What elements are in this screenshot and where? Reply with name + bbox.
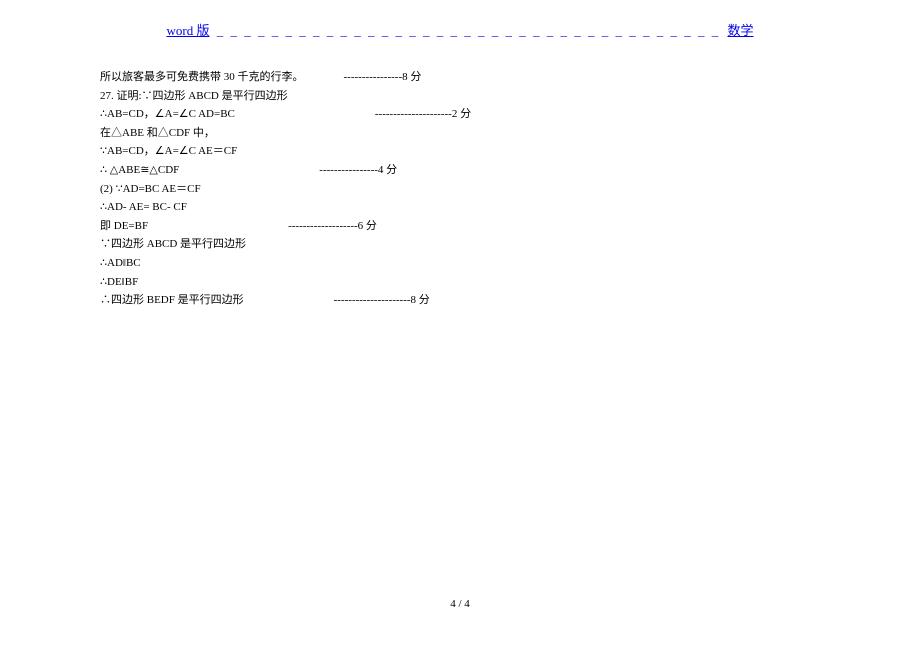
proof-text: ∴四边形 BEDF 是平行四边形 (100, 292, 244, 310)
score-marker: ----------------8 分 (344, 69, 422, 87)
proof-text: 27. 证明:∵四边形 ABCD 是平行四边形 (100, 88, 288, 106)
text-line: ∴AB=CD，∠A=∠C AD=BC ---------------------2… (100, 106, 820, 124)
text-line: ∵AB=CD，∠A=∠C AE＝CF (100, 143, 820, 161)
text-line: ∴AD‖BC (100, 255, 820, 273)
text-line: (2) ∵AD=BC AE＝CF (100, 181, 820, 199)
proof-text: ∴AD‖BC (100, 255, 141, 273)
proof-text: 所以旅客最多可免费携带 30 千克的行李。 (100, 69, 304, 87)
score-marker: ----------------4 分 (319, 162, 397, 180)
text-line: 即 DE=BF -------------------6 分 (100, 218, 820, 236)
text-line: ∴ △ABE≅△CDF ----------------4 分 (100, 162, 820, 180)
proof-text: ∵四边形 ABCD 是平行四边形 (100, 236, 246, 254)
proof-text: ∴AD- AE= BC- CF (100, 199, 187, 217)
score-marker: -------------------6 分 (288, 218, 377, 236)
document-body: 所以旅客最多可免费携带 30 千克的行李。 ----------------8 分… (0, 49, 920, 310)
page-number: 4 / 4 (450, 598, 470, 610)
proof-text: (2) ∵AD=BC AE＝CF (100, 181, 201, 199)
text-line: ∵四边形 ABCD 是平行四边形 (100, 236, 820, 254)
header-link-left[interactable]: word 版 (167, 23, 210, 38)
page-header: word 版 _ _ _ _ _ _ _ _ _ _ _ _ _ _ _ _ _… (0, 0, 920, 49)
proof-text: 即 DE=BF (100, 218, 148, 236)
header-link-right[interactable]: 数学 (727, 23, 753, 38)
text-line: ∴AD- AE= BC- CF (100, 199, 820, 217)
text-line: 在△ABE 和△CDF 中， (100, 125, 820, 143)
proof-text: ∴DE‖BF (100, 274, 138, 292)
text-line: ∴四边形 BEDF 是平行四边形 ---------------------8 分 (100, 292, 820, 310)
proof-text: ∴AB=CD，∠A=∠C AD=BC (100, 106, 235, 124)
score-marker: ---------------------2 分 (375, 106, 471, 124)
proof-text: ∴ △ABE≅△CDF (100, 162, 179, 180)
header-dashes: _ _ _ _ _ _ _ _ _ _ _ _ _ _ _ _ _ _ _ _ … (217, 23, 721, 38)
proof-text: ∵AB=CD，∠A=∠C AE＝CF (100, 143, 237, 161)
text-line: 所以旅客最多可免费携带 30 千克的行李。 ----------------8 分 (100, 69, 820, 87)
proof-text: 在△ABE 和△CDF 中， (100, 125, 215, 143)
page-footer: 4 / 4 (0, 598, 920, 610)
text-line: ∴DE‖BF (100, 274, 820, 292)
score-marker: ---------------------8 分 (334, 292, 430, 310)
text-line: 27. 证明:∵四边形 ABCD 是平行四边形 (100, 88, 820, 106)
